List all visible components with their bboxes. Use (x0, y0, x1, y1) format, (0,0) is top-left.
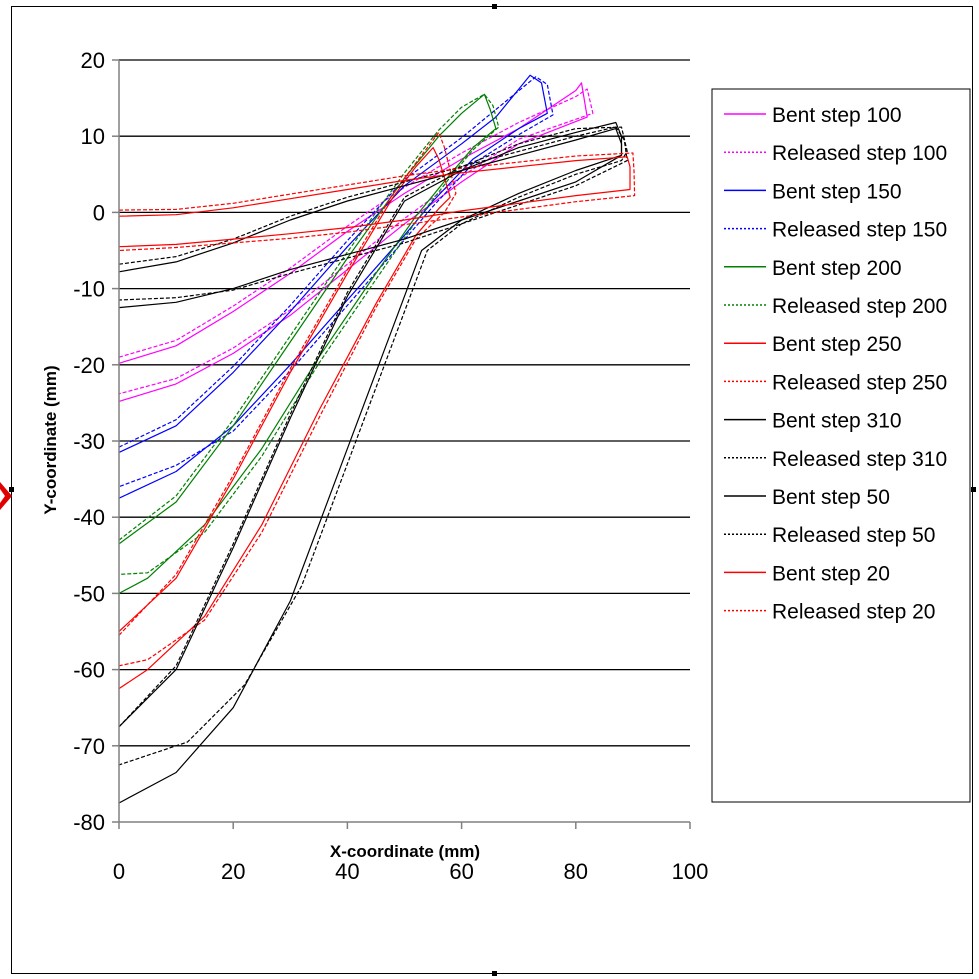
y-tick-label: -70 (73, 734, 105, 759)
x-axis-title: X-coordinate (mm) (330, 842, 480, 861)
legend-item: Released step 310 (724, 448, 947, 471)
legend-item: Bent step 250 (724, 333, 902, 356)
legend-label: Released step 250 (772, 371, 947, 394)
legend-label: Bent step 250 (772, 333, 902, 356)
y-tick-label: 0 (93, 200, 105, 225)
legend-item: Bent step 50 (724, 486, 890, 509)
legend-label: Bent step 100 (772, 104, 902, 127)
legend-item: Released step 100 (724, 142, 947, 165)
series-line (118, 152, 636, 252)
series-released-step-50 (118, 126, 628, 301)
legend-item: Bent step 310 (724, 410, 902, 433)
series-released-step-100 (118, 88, 594, 395)
legend-label: Released step 50 (772, 524, 935, 547)
x-tick-label: 0 (113, 859, 125, 884)
selection-handle-top-center[interactable] (492, 4, 497, 9)
legend-label: Released step 150 (772, 219, 947, 242)
series-bent-step-250 (118, 147, 451, 690)
y-axis-title: Y-coordinate (mm) (41, 365, 60, 514)
legend-item: Released step 150 (724, 219, 947, 242)
series-released-step-200 (118, 93, 500, 575)
legend-item: Released step 200 (724, 295, 947, 318)
legend-item: Bent step 200 (724, 257, 902, 280)
legend-label: Released step 100 (772, 142, 947, 165)
x-tick-label: 80 (564, 859, 588, 884)
legend-box (711, 88, 971, 803)
series-released-step-150 (118, 76, 554, 488)
y-tick-label: -30 (73, 429, 105, 454)
series-bent-step-200 (118, 93, 497, 594)
series-bent-step-100 (118, 82, 588, 402)
series-line (118, 147, 451, 690)
y-tick-label: -10 (73, 277, 105, 302)
legend-item: Bent step 150 (724, 180, 902, 203)
series-line (118, 128, 623, 309)
legend-label: Released step 200 (772, 295, 947, 318)
red-arrow-marker-icon (0, 482, 12, 510)
legend-label: Bent step 150 (772, 180, 902, 203)
x-tick-label: 60 (449, 859, 473, 884)
y-tick-label: -80 (73, 810, 105, 835)
x-tick-label: 100 (672, 859, 709, 884)
y-tick-labels: 20 10 0 -10 -20 -30 -40 -50 -60 -70 -80 (73, 48, 105, 835)
series-line (118, 126, 628, 766)
axes (112, 59, 691, 829)
legend-label: Bent step 50 (772, 486, 890, 509)
legend-item: Bent step 20 (724, 562, 890, 585)
series-line (118, 126, 628, 301)
legend-item: Released step 250 (724, 371, 947, 394)
legend-label: Released step 310 (772, 448, 947, 471)
series-line (118, 93, 500, 575)
series-line (118, 76, 554, 488)
y-tick-label: -60 (73, 658, 105, 683)
series-line (118, 156, 631, 248)
y-tick-label: 20 (81, 48, 105, 73)
horizontal-gridlines (119, 59, 690, 747)
series-released-step-250 (118, 131, 457, 667)
legend: Bent step 100 Released step 100 Bent step … (711, 88, 971, 803)
series-layer (118, 74, 636, 804)
series-line (118, 82, 588, 402)
series-line (118, 93, 497, 594)
series-line (118, 88, 594, 395)
x-tick-labels: 0 20 40 60 80 100 (113, 859, 708, 884)
legend-item: Released step 20 (724, 601, 935, 624)
series-bent-step-20 (118, 156, 631, 248)
series-released-step-310 (118, 126, 628, 766)
y-tick-label: -50 (73, 581, 105, 606)
series-line (118, 74, 548, 499)
x-tick-label: 20 (221, 859, 245, 884)
y-tick-label: -40 (73, 505, 105, 530)
legend-label: Bent step 310 (772, 410, 902, 433)
y-tick-label: -20 (73, 353, 105, 378)
legend-item: Bent step 100 (724, 104, 902, 127)
legend-item: Released step 50 (724, 524, 935, 547)
selection-handle-middle-right[interactable] (971, 487, 976, 492)
legend-label: Bent step 200 (772, 257, 902, 280)
y-tick-label: 10 (81, 124, 105, 149)
series-line (118, 131, 457, 667)
series-bent-step-50 (118, 128, 623, 309)
series-bent-step-150 (118, 74, 548, 499)
legend-label: Released step 20 (772, 601, 935, 624)
series-released-step-20 (118, 152, 636, 252)
selection-handle-bottom-center[interactable] (492, 971, 497, 976)
x-tick-label: 40 (335, 859, 359, 884)
legend-label: Bent step 20 (772, 562, 890, 585)
